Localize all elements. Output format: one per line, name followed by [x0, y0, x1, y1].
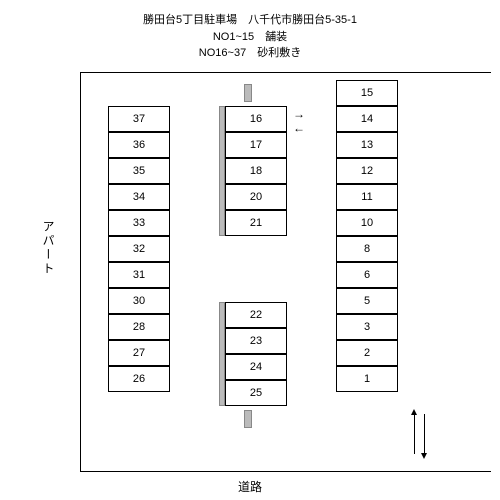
- parking-slot-31: 31: [108, 262, 170, 288]
- parking-slot-28: 28: [108, 314, 170, 340]
- header-line-1: 勝田台5丁目駐車場 八千代市勝田台5-35-1: [0, 12, 500, 29]
- parking-slot-18: 18: [225, 158, 287, 184]
- parking-slot-20: 20: [225, 184, 287, 210]
- parking-slot-32: 32: [108, 236, 170, 262]
- parking-slot-23: 23: [225, 328, 287, 354]
- parking-slot-14: 14: [336, 106, 398, 132]
- parking-slot-15: 15: [336, 80, 398, 106]
- direction-arrow: ←: [293, 122, 305, 134]
- parking-slot-33: 33: [108, 210, 170, 236]
- header: 勝田台5丁目駐車場 八千代市勝田台5-35-1 NO1~15 舗装 NO16~3…: [0, 12, 500, 62]
- parking-slot-27: 27: [108, 340, 170, 366]
- parking-slot-5: 5: [336, 288, 398, 314]
- parking-slot-36: 36: [108, 132, 170, 158]
- parking-slot-3: 3: [336, 314, 398, 340]
- parking-slot-11: 11: [336, 184, 398, 210]
- header-line-2: NO1~15 舗装: [0, 29, 500, 46]
- marker-block: [244, 84, 252, 102]
- parking-slot-13: 13: [336, 132, 398, 158]
- parking-slot-17: 17: [225, 132, 287, 158]
- parking-slot-24: 24: [225, 354, 287, 380]
- direction-arrow: →: [293, 108, 305, 120]
- divider-bar: [219, 106, 225, 236]
- traffic-arrow-up: [414, 414, 415, 454]
- parking-slot-10: 10: [336, 210, 398, 236]
- traffic-arrow-down: [424, 414, 425, 454]
- parking-slot-1: 1: [336, 366, 398, 392]
- parking-slot-34: 34: [108, 184, 170, 210]
- parking-slot-37: 37: [108, 106, 170, 132]
- parking-slot-8: 8: [336, 236, 398, 262]
- road-label: 道路: [0, 478, 500, 495]
- divider-bar: [219, 302, 225, 406]
- parking-slot-21: 21: [225, 210, 287, 236]
- apartment-label: アパート: [40, 220, 57, 276]
- parking-slot-22: 22: [225, 302, 287, 328]
- parking-slot-25: 25: [225, 380, 287, 406]
- parking-slot-35: 35: [108, 158, 170, 184]
- marker-block: [244, 410, 252, 428]
- header-line-3: NO16~37 砂利敷き: [0, 45, 500, 62]
- parking-slot-30: 30: [108, 288, 170, 314]
- parking-slot-6: 6: [336, 262, 398, 288]
- parking-slot-16: 16: [225, 106, 287, 132]
- parking-slot-2: 2: [336, 340, 398, 366]
- parking-slot-26: 26: [108, 366, 170, 392]
- parking-slot-12: 12: [336, 158, 398, 184]
